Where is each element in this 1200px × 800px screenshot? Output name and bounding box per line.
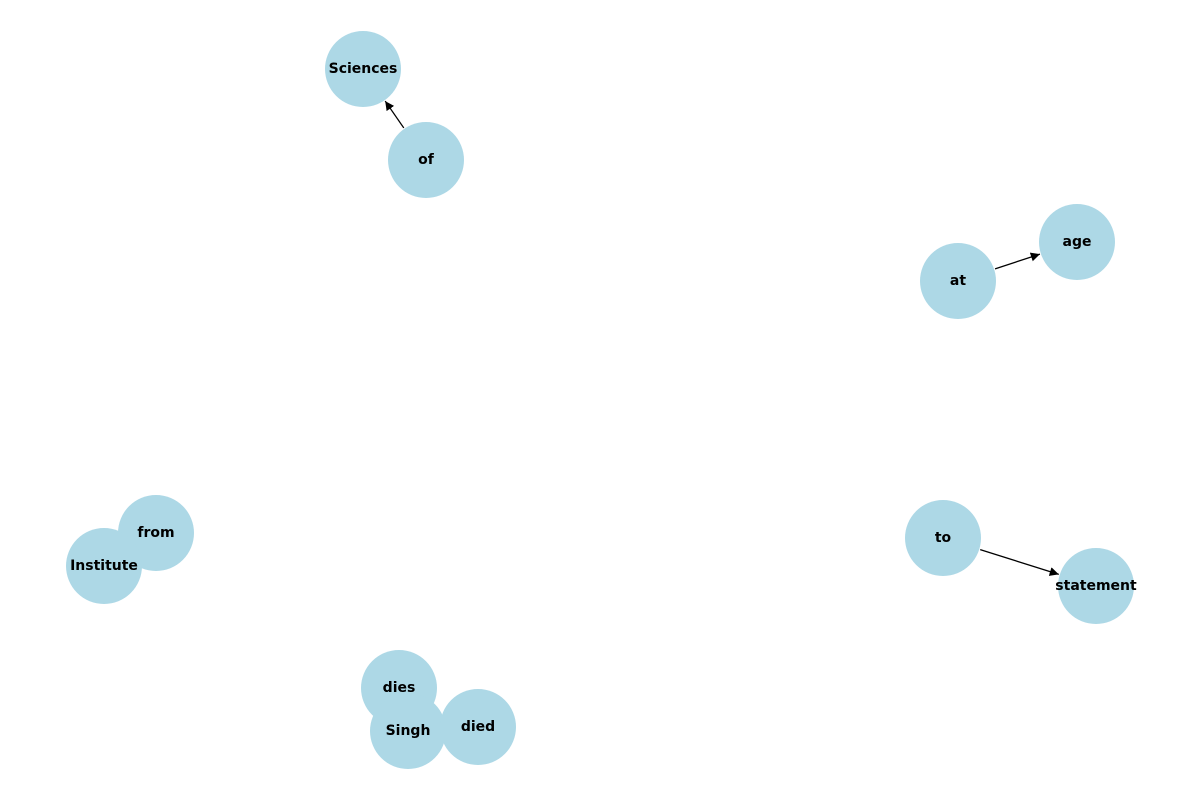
node-singh: Singh: [370, 693, 446, 769]
node-circle-died: [440, 689, 516, 765]
node-label-statement: statement: [1055, 578, 1137, 594]
node-label-singh: Singh: [386, 723, 431, 739]
node-circle-age: [1039, 204, 1115, 280]
node-circle-to: [905, 500, 981, 576]
nodes-layer: Sciences of at age from Institute to statement d…: [66, 31, 1137, 769]
node-label-sciences: Sciences: [329, 61, 398, 77]
node-label-age: age: [1063, 234, 1092, 250]
node-circle-statement: [1058, 548, 1134, 624]
node-at: at: [920, 243, 996, 319]
node-label-from: from: [137, 525, 174, 541]
node-statement: statement: [1055, 548, 1137, 624]
node-label-at: at: [950, 273, 966, 289]
node-label-institute: Institute: [70, 558, 138, 574]
edge-of-to-sciences: [384, 100, 405, 129]
edge-at-to-age: [994, 252, 1041, 270]
node-circle-of: [388, 122, 464, 198]
node-circle-singh: [370, 693, 446, 769]
node-circle-institute: [66, 528, 142, 604]
node-label-to: to: [935, 530, 952, 546]
node-institute: Institute: [66, 528, 142, 604]
node-label-dies: dies: [383, 680, 416, 696]
edges-layer: [384, 100, 1059, 576]
node-label-of: of: [418, 152, 435, 168]
node-circle-at: [920, 243, 996, 319]
node-died: died: [440, 689, 516, 765]
node-circle-sciences: [325, 31, 401, 107]
node-sciences: Sciences: [325, 31, 401, 107]
node-label-died: died: [461, 719, 495, 735]
node-to: to: [905, 500, 981, 576]
node-age: age: [1039, 204, 1115, 280]
edge-to-to-statement: [980, 549, 1059, 576]
node-of: of: [388, 122, 464, 198]
